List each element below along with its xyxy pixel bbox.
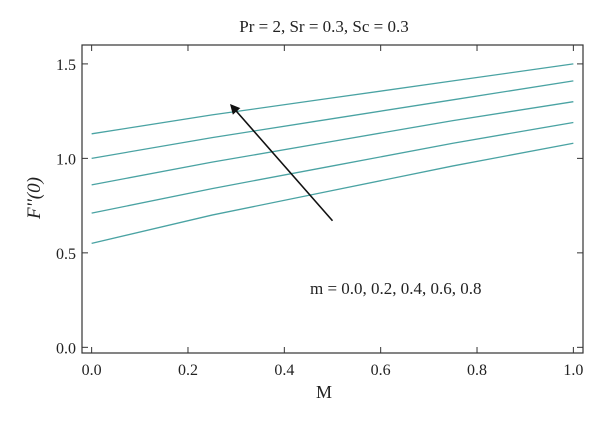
increasing-m-arrow: [230, 103, 334, 222]
y-axis-label: F''(0): [24, 177, 45, 220]
series-line: [91, 142, 574, 245]
x-axis-label: M: [316, 382, 332, 402]
x-tick-label: 0.4: [274, 362, 294, 379]
m-values-annotation: m = 0.0, 0.2, 0.4, 0.6, 0.8: [310, 279, 482, 298]
x-tick-label: 1.0: [563, 362, 583, 379]
series-line: [91, 101, 574, 186]
series-line: [91, 63, 574, 135]
y-tick-label: 0.0: [56, 340, 76, 357]
x-tick-label: 0.0: [82, 362, 102, 379]
x-tick-label: 0.2: [178, 362, 198, 379]
x-tick-label: 0.8: [467, 362, 487, 379]
plot-frame: [81, 44, 584, 354]
series-line: [91, 121, 574, 214]
y-tick-label: 1.0: [56, 151, 76, 168]
series-group: [91, 63, 574, 245]
chart-title: Pr = 2, Sr = 0.3, Sc = 0.3: [239, 17, 409, 36]
series-line: [91, 80, 574, 160]
y-tick-label: 1.5: [56, 57, 76, 74]
y-tick-label: 0.5: [56, 246, 76, 263]
x-tick-label: 0.6: [371, 362, 391, 379]
axis-ticks: 0.0 0.2 0.4 0.6 0.8 1.0 0.0 0.5 1.0 1.5: [56, 45, 583, 379]
